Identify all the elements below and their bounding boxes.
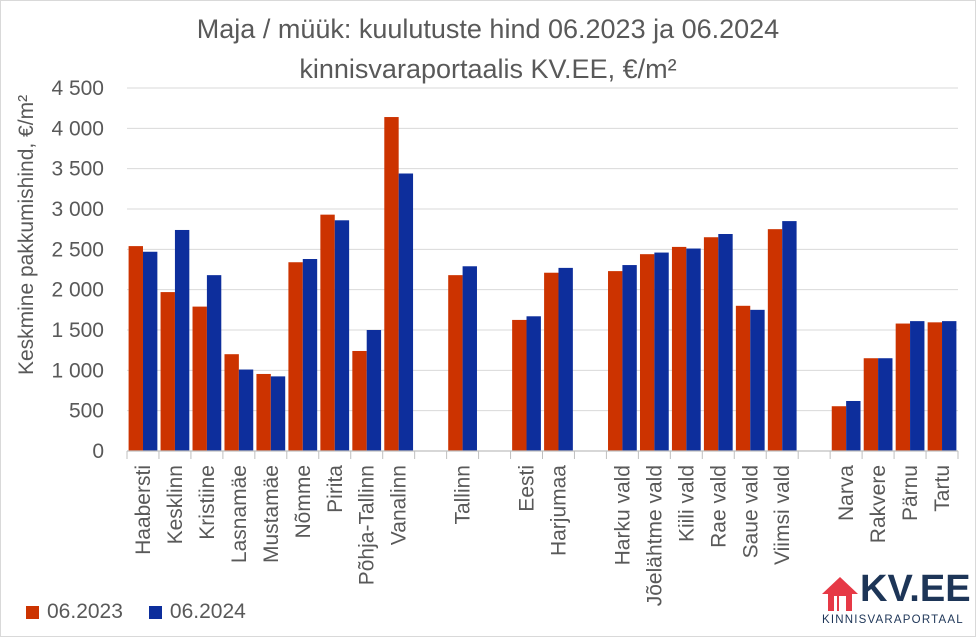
x-tick-label: Jõelähtme vald	[643, 465, 666, 606]
bar-06.2024-Nõmme	[302, 259, 318, 451]
logo-subtext: KINNISVARAPORTAAL	[822, 614, 964, 626]
bar-06.2024-Viimsi vald	[782, 221, 797, 451]
legend-swatch-2023	[26, 605, 39, 619]
bar-06.2024-Jõelähtme vald	[654, 252, 669, 451]
bar-06.2024-Saue vald	[750, 309, 765, 451]
x-tick-label: Kiili vald	[675, 465, 698, 542]
x-tick-label: Pärnu	[899, 465, 922, 521]
y-tick-label: 3 500	[51, 158, 104, 181]
bar-06.2023-Narva	[831, 406, 847, 451]
x-tick-label: Põhja-Tallinn	[356, 465, 379, 585]
bar-06.2023-Rae vald	[703, 237, 719, 451]
x-tick-label: Vanalinn	[388, 465, 411, 545]
bar-06.2023-Jõelähtme vald	[639, 254, 655, 451]
y-tick-label: 1 000	[51, 359, 104, 382]
x-tick-label: Harku vald	[611, 465, 634, 565]
kv-ee-logo: KV.EE KINNISVARAPORTAAL	[820, 568, 971, 628]
x-tick-label: Tallinn	[452, 465, 475, 525]
bar-06.2024-Lasnamäe	[238, 369, 254, 451]
x-tick-label: Nõmme	[292, 465, 315, 539]
bar-06.2024-Vanalinn	[398, 173, 414, 452]
legend-label-2023: 06.2023	[47, 600, 123, 623]
x-tick-label: Lasnamäe	[228, 465, 251, 563]
bar-06.2023-Eesti	[512, 319, 527, 451]
bar-06.2023-Pirita	[320, 214, 335, 451]
bar-06.2024-Eesti	[526, 316, 541, 451]
bar-06.2024-Rae vald	[718, 234, 733, 451]
x-tick-label: Kesklinn	[164, 465, 187, 544]
bar-06.2024-Tartu	[942, 321, 957, 451]
bar-06.2023-Pärnu	[895, 323, 911, 451]
bar-06.2024-Mustamäe	[270, 376, 286, 451]
bar-06.2024-Tallinn	[462, 266, 477, 451]
y-tick-label: 3 000	[51, 198, 104, 221]
axes	[126, 450, 959, 459]
bar-06.2023-Haabersti	[128, 246, 143, 451]
bars	[128, 117, 957, 452]
x-tick-label: Mustamäe	[260, 465, 283, 563]
x-tick-label: Rakvere	[867, 465, 890, 543]
bar-06.2024-Rakvere	[878, 358, 893, 451]
x-tick-label: Tartu	[931, 465, 954, 512]
y-tick-label: 4 000	[51, 117, 104, 140]
bar-06.2024-Pärnu	[910, 321, 925, 451]
gridlines	[127, 87, 958, 412]
legend-swatch-2024	[148, 605, 162, 619]
y-tick-labels: 0 500 1 000 1 500 2 000 2 500 3 000 3 500 4 000 4…	[51, 77, 104, 463]
x-tick-label: Saue vald	[739, 465, 762, 558]
y-axis-label: Keskmine pakkumishind, €/m²	[15, 95, 38, 375]
y-tick-label: 500	[69, 400, 104, 423]
bar-06.2024-Kesklinn	[174, 229, 190, 451]
bar-06.2024-Kristiine	[206, 275, 222, 451]
legend: 06.2023 06.2024	[26, 600, 272, 624]
bar-06.2023-Kiili vald	[671, 246, 687, 451]
bar-06.2023-Tartu	[927, 322, 943, 451]
y-tick-label: 1 500	[51, 319, 104, 342]
bar-06.2023-Kesklinn	[160, 292, 175, 451]
bar-06.2023-Nõmme	[288, 262, 303, 451]
bar-06.2024-Põhja-Tallinn	[366, 330, 382, 451]
legend-label-2024: 06.2024	[169, 600, 246, 623]
y-tick-label: 2 000	[51, 279, 104, 302]
chart-subtitle: kinnisvaraportaalis KV.EE, €/m²	[299, 54, 677, 84]
bar-06.2023-Harjumaa	[544, 272, 559, 451]
bar-06.2023-Vanalinn	[384, 117, 399, 451]
bar-06.2023-Kristiine	[192, 306, 207, 451]
bar-06.2023-Tallinn	[448, 275, 463, 451]
x-tick-label: Narva	[835, 465, 858, 521]
bar-06.2023-Harku vald	[608, 271, 623, 451]
x-tick-label: Rae vald	[707, 465, 730, 548]
bar-06.2024-Haabersti	[142, 251, 158, 451]
house-icon	[822, 577, 858, 611]
x-tick-label: Harjumaa	[547, 465, 570, 556]
x-tick-label: Viimsi vald	[771, 465, 794, 565]
legend-item-2023: 06.2023	[26, 600, 123, 624]
bar-06.2024-Narva	[846, 400, 861, 451]
bar-06.2023-Rakvere	[863, 358, 879, 451]
legend-item-2024: 06.2024	[148, 600, 246, 624]
x-tick-labels: Haabersti Kesklinn Kristiine Lasnamäe Mustam…	[132, 465, 954, 607]
x-tick-label: Kristiine	[196, 465, 219, 540]
x-tick-label: Haabersti	[132, 465, 155, 555]
x-tick-label: Eesti	[516, 465, 539, 512]
bar-06.2024-Pirita	[334, 220, 350, 451]
bar-06.2024-Harjumaa	[558, 267, 573, 451]
bar-06.2024-Kiili vald	[686, 248, 701, 451]
logo-text: KV.EE	[860, 568, 971, 610]
bar-06.2023-Põhja-Tallinn	[352, 350, 367, 451]
y-tick-label: 4 500	[51, 77, 104, 100]
bar-06.2023-Mustamäe	[256, 373, 271, 451]
chart-title: Maja / müük: kuulutuste hind 06.2023 ja …	[196, 14, 780, 44]
x-tick-label: Pirita	[324, 465, 347, 513]
bar-06.2023-Lasnamäe	[224, 354, 239, 451]
bar-06.2023-Saue vald	[735, 305, 751, 451]
y-tick-label: 0	[92, 440, 104, 463]
y-tick-label: 2 500	[51, 238, 104, 261]
bar-06.2023-Viimsi vald	[767, 229, 783, 451]
bar-06.2024-Harku vald	[622, 265, 637, 451]
